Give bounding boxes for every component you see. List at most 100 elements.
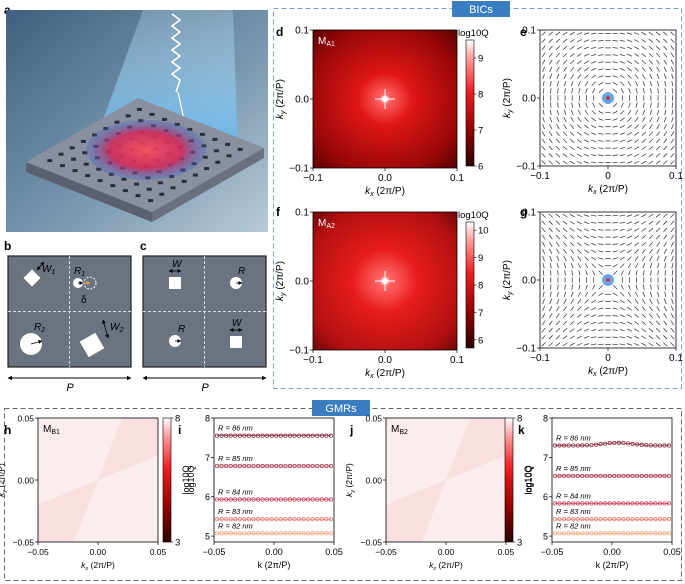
r1-label: R1 — [74, 266, 85, 278]
lattice-hole — [58, 152, 64, 156]
bic-center — [382, 96, 388, 102]
polarization-vector — [598, 243, 604, 246]
series-point — [324, 433, 329, 438]
series-point — [566, 473, 571, 478]
series-point — [265, 463, 270, 469]
polarization-vector — [598, 32, 604, 35]
polarization-vector — [619, 161, 626, 164]
lattice-hole — [157, 181, 163, 185]
polarization-vector — [570, 109, 574, 115]
lattice-hole — [181, 179, 187, 183]
polarization-vector — [627, 299, 632, 304]
polarization-vector — [626, 146, 633, 150]
polarization-vector — [635, 109, 639, 115]
series-point — [233, 517, 238, 522]
polarization-vector — [626, 235, 633, 239]
polarization-vector — [583, 39, 590, 43]
series-point — [287, 463, 293, 469]
polarization-vector — [612, 243, 618, 246]
panel-i-chart: R = 86 nm R = 85 nm R = 84 nm R = 83 nm R = … — [186, 414, 343, 571]
series-point — [571, 531, 576, 536]
lattice-hole — [225, 142, 231, 146]
x-tick-label: 0.05 — [663, 547, 681, 557]
excitation-spot — [86, 120, 206, 180]
polarization-vector — [570, 131, 575, 136]
polarization-vector — [590, 53, 597, 57]
polarization-vector — [612, 307, 618, 310]
colorbar-tick-label: 8 — [175, 414, 180, 425]
polarization-vector — [590, 32, 597, 35]
series-point — [621, 473, 626, 478]
polarization-vector — [555, 45, 561, 51]
x-axis-label-unit: (2π/P) — [597, 184, 628, 195]
polarization-vector — [641, 242, 646, 247]
panel-letter-j: j — [349, 423, 353, 437]
polarization-vector — [562, 38, 568, 43]
polarization-vector — [642, 291, 646, 297]
polarization-vector — [671, 88, 674, 94]
series-point — [324, 517, 329, 522]
x-axis-label-unit: (2π/P) — [374, 368, 405, 379]
polarization-vector — [542, 270, 545, 276]
polarization-vector — [548, 213, 554, 218]
polarization-vector — [656, 248, 660, 254]
polarization-vector — [648, 160, 654, 165]
polarization-vector — [626, 53, 633, 57]
lattice-hole — [146, 187, 152, 191]
polarization-vector — [590, 336, 597, 339]
polarization-vector — [592, 284, 596, 290]
series-point — [552, 531, 558, 536]
series-point — [662, 501, 667, 506]
polarization-vector — [671, 102, 674, 108]
polarization-vector — [541, 327, 546, 333]
polarization-vector — [563, 124, 567, 130]
series-point — [301, 531, 306, 536]
y-axis-label: ky (2π/P) — [0, 463, 8, 497]
polarization-vector — [634, 228, 640, 232]
series-point — [612, 531, 617, 536]
series-label: R = 86 nm — [218, 424, 253, 433]
polarization-vector — [583, 46, 590, 50]
x-tick-label: −0.05 — [27, 547, 49, 557]
polarization-vector — [542, 73, 545, 80]
series-point — [566, 501, 571, 506]
polarization-vector — [657, 284, 659, 290]
series-point — [214, 531, 220, 536]
polarization-vector — [619, 132, 625, 136]
lattice-hole — [83, 162, 89, 166]
series-point — [237, 433, 242, 438]
polarization-vector — [634, 153, 640, 157]
polarization-vector — [655, 145, 661, 151]
x-axis-label-sub: x — [432, 566, 436, 572]
x-axis-label-k: k — [365, 186, 371, 197]
x-tick-label: −0.05 — [203, 547, 226, 557]
colorbar-tick-label: 6 — [478, 335, 483, 346]
polarization-vector — [556, 255, 560, 262]
polarization-vector — [569, 160, 575, 165]
polarization-vector — [634, 67, 639, 72]
polarization-vector — [635, 81, 639, 87]
series-point — [310, 517, 315, 522]
polarization-vector — [663, 313, 668, 319]
polarization-vector — [570, 263, 574, 269]
polarization-vector — [619, 125, 625, 129]
series-point — [571, 517, 576, 522]
square-hole-w2 — [79, 332, 105, 358]
polarization-vector — [555, 241, 560, 247]
mode-label-sub: A1 — [326, 41, 335, 48]
x-tick-label: 0.05 — [325, 547, 343, 557]
series-point — [607, 501, 612, 506]
polarization-vector — [549, 73, 553, 80]
polarization-vector — [598, 140, 604, 142]
polarization-vector — [598, 54, 604, 56]
series-point — [621, 517, 626, 522]
polarization-vector — [619, 67, 625, 71]
polarization-vector — [634, 74, 639, 79]
lattice-hole — [170, 186, 176, 190]
polarization-vector — [541, 160, 546, 165]
x-axis-label-k: k — [365, 368, 371, 379]
series-point — [278, 517, 283, 522]
panel-letter-d: d — [276, 25, 283, 39]
polarization-vector — [612, 161, 618, 164]
polarization-vector — [570, 81, 574, 87]
